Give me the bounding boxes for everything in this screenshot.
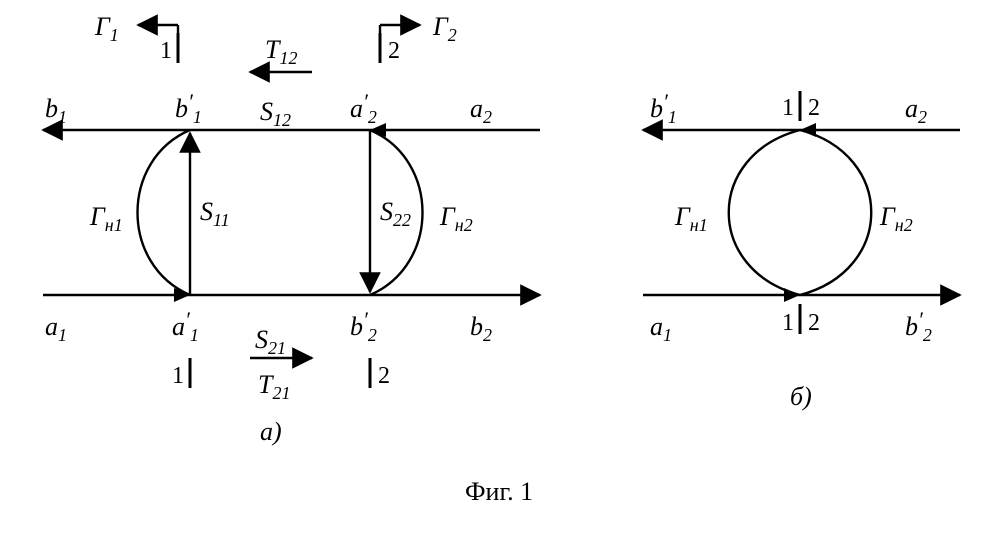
label-gn1-a: Γн1	[89, 202, 123, 235]
label-g2: Γ2	[432, 12, 457, 45]
label-s11: S11	[200, 197, 230, 230]
label-a1p: a′1	[172, 307, 199, 345]
panel-b: b′1 a2 a1 b′2 Γн1 Γн2 1 2 1 2 б)	[643, 89, 960, 411]
label-b1p-b: b′1	[650, 89, 677, 127]
label-port2-bot: 2	[378, 363, 390, 389]
panel-a: b1 b′1 a′2 a2 a1 a′1 b′2 b2 S12 S11 S22 …	[43, 12, 540, 446]
label-b1p: b′1	[175, 89, 202, 127]
label-g1: Γ1	[94, 12, 119, 45]
label-gn1-b: Γн1	[674, 202, 708, 235]
label-port2-top: 2	[388, 38, 400, 64]
panel-a-label: а)	[260, 417, 282, 446]
label-gn2-b: Γн2	[879, 202, 913, 235]
panel-b-label: б)	[790, 382, 812, 411]
label-a2p: a′2	[350, 89, 377, 127]
edge-gn2-b	[800, 130, 871, 295]
label-port1-bot: 1	[172, 363, 184, 389]
edge-gn1-b	[729, 130, 800, 295]
label-s22: S22	[380, 197, 411, 230]
figure-caption: Фиг. 1	[465, 477, 533, 506]
label-t12: T12	[265, 35, 297, 68]
label-port1-top-b: 1	[782, 95, 794, 121]
gamma2-bracket	[380, 25, 420, 63]
label-t21: T21	[258, 370, 290, 403]
label-port1-top: 1	[160, 38, 172, 64]
label-gn2-a: Γн2	[439, 202, 473, 235]
gamma1-bracket	[138, 25, 178, 63]
label-a2: a2	[470, 94, 492, 127]
label-a1: a1	[45, 312, 67, 345]
label-b1: b1	[45, 94, 67, 127]
label-a1-b: a1	[650, 312, 672, 345]
label-port2-top-b: 2	[808, 95, 820, 121]
label-port1-bot-b: 1	[782, 310, 794, 336]
edge-gn1-a	[138, 130, 191, 295]
label-port2-bot-b: 2	[808, 310, 820, 336]
label-b2p-b: b′2	[905, 307, 932, 345]
label-a2-b: a2	[905, 94, 927, 127]
label-s21: S21	[255, 325, 286, 358]
label-s12: S12	[260, 97, 291, 130]
label-b2p: b′2	[350, 307, 377, 345]
label-b2: b2	[470, 312, 492, 345]
